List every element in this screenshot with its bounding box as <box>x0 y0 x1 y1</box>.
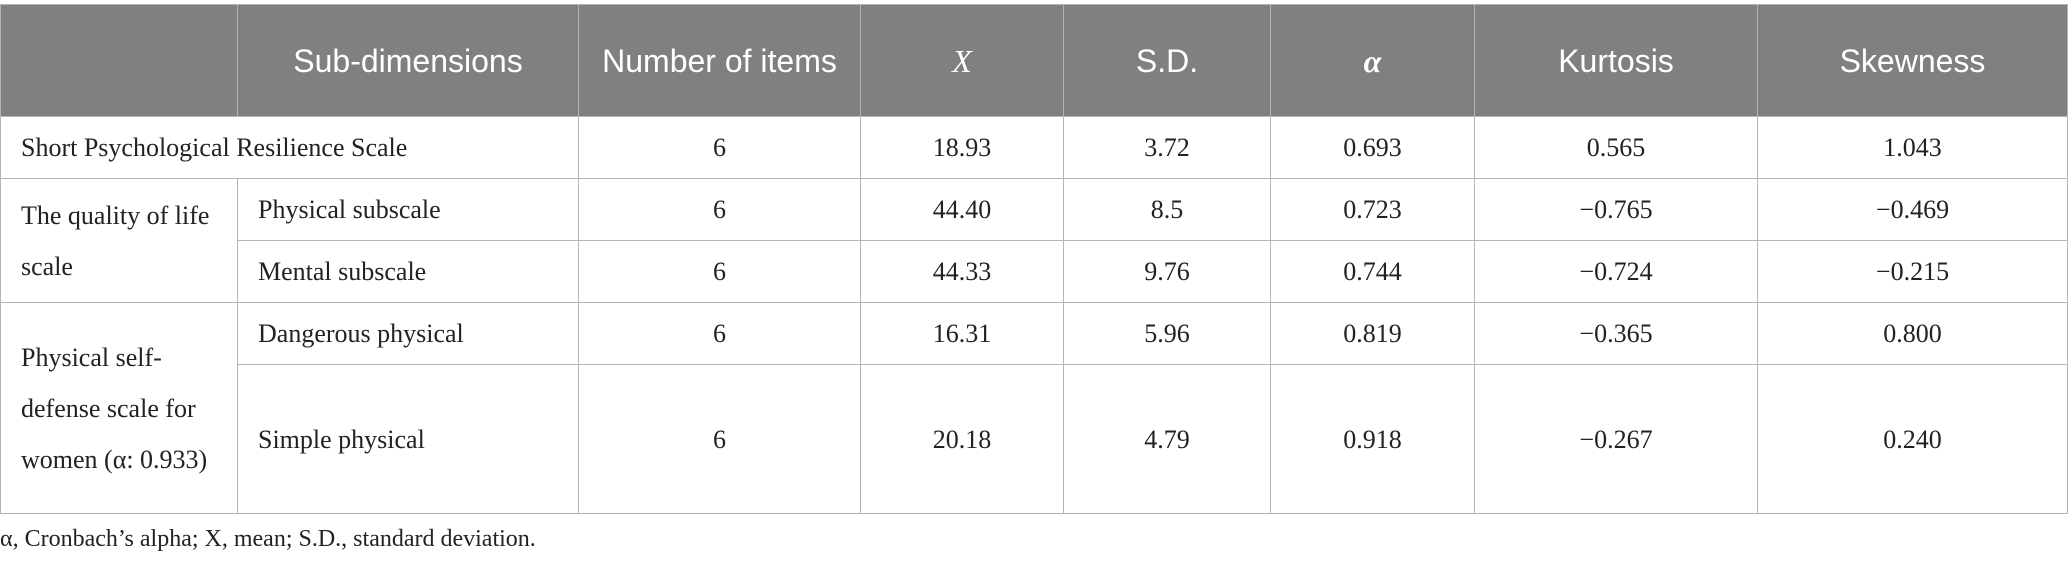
header-cell <box>0 4 238 117</box>
value-cell: −0.365 <box>1474 302 1758 365</box>
value-cell: 6 <box>578 240 861 303</box>
value-cell: 0.693 <box>1270 116 1475 179</box>
table-row: Mental subscale 6 44.33 9.76 0.744 −0.724 −0.2… <box>1 240 2068 303</box>
sub-dimension-cell: Physical subscale <box>237 178 579 241</box>
header-cell: Kurtosis <box>1474 4 1758 117</box>
value-cell: 16.31 <box>860 302 1064 365</box>
header-cell: α <box>1270 4 1475 117</box>
value-cell: −0.765 <box>1474 178 1758 241</box>
value-cell: −0.469 <box>1757 178 2068 241</box>
scale-cell: The quality of life scale <box>0 178 238 303</box>
value-cell: 44.40 <box>860 178 1064 241</box>
table-row: The quality of life scale Physical subsca… <box>0 178 2068 303</box>
value-cell: 5.96 <box>1063 302 1271 365</box>
value-cell: 0.565 <box>1474 116 1758 179</box>
value-cell: 6 <box>578 364 861 514</box>
table-row: Physical self-defense scale for women (α… <box>0 302 2068 514</box>
value-cell: 3.72 <box>1063 116 1271 179</box>
header-row: Sub-dimensions Number of items X S.D. α … <box>0 4 2068 117</box>
value-cell: 0.723 <box>1270 178 1475 241</box>
header-cell: Sub-dimensions <box>237 4 579 117</box>
value-cell: 4.79 <box>1063 364 1271 514</box>
value-cell: 20.18 <box>860 364 1064 514</box>
table-row: Short Psychological Resilience Scale 6 18.… <box>0 116 2068 179</box>
value-cell: 8.5 <box>1063 178 1271 241</box>
value-cell: 6 <box>578 178 861 241</box>
footnote: α, Cronbach’s alpha; X, mean; S.D., stan… <box>0 526 536 552</box>
header-cell: X <box>860 4 1064 117</box>
value-cell: 6 <box>578 116 861 179</box>
value-cell: 1.043 <box>1757 116 2068 179</box>
value-cell: 18.93 <box>860 116 1064 179</box>
value-cell: 0.918 <box>1270 364 1475 514</box>
value-cell: −0.724 <box>1474 240 1758 303</box>
value-cell: 0.819 <box>1270 302 1475 365</box>
value-cell: 0.744 <box>1270 240 1475 303</box>
data-table: Sub-dimensions Number of items X S.D. α … <box>0 4 2068 514</box>
sub-dimension-cell: Simple physical <box>237 364 579 514</box>
sub-dimension-cell: Dangerous physical <box>237 302 579 365</box>
value-cell: 9.76 <box>1063 240 1271 303</box>
table-body: Short Psychological Resilience Scale 6 18.… <box>0 116 2068 514</box>
value-cell: −0.215 <box>1757 240 2068 303</box>
scale-cell: Short Psychological Resilience Scale <box>0 116 579 179</box>
header-cell: S.D. <box>1063 4 1271 117</box>
value-cell: 44.33 <box>860 240 1064 303</box>
value-cell: 0.240 <box>1757 364 2068 514</box>
scale-cell: Physical self-defense scale for women (α… <box>0 302 238 514</box>
header-cell: Number of items <box>578 4 861 117</box>
header-cell: Skewness <box>1757 4 2068 117</box>
table-row: Simple physical 6 20.18 4.79 0.918 −0.267 0.24… <box>1 364 2068 514</box>
value-cell: 6 <box>578 302 861 365</box>
value-cell: 0.800 <box>1757 302 2068 365</box>
sub-dimension-cell: Mental subscale <box>237 240 579 303</box>
value-cell: −0.267 <box>1474 364 1758 514</box>
